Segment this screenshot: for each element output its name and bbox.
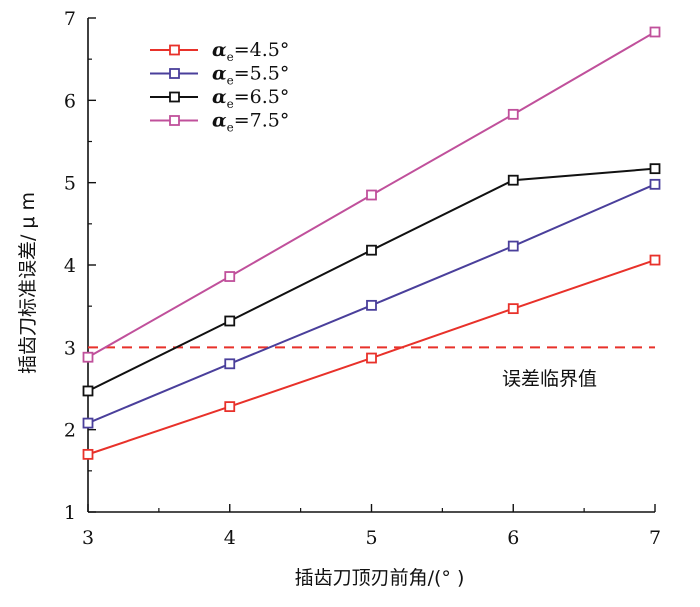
data-point <box>507 303 519 315</box>
legend-marker <box>169 91 180 103</box>
axes: 1 2 3 4 5 6 7 3 4 5 6 7 <box>64 8 661 549</box>
legend-marker <box>169 115 180 126</box>
data-point <box>649 178 661 190</box>
data-point <box>507 174 519 186</box>
series-group <box>82 26 661 460</box>
y-tick-label: 3 <box>64 337 76 359</box>
y-axis-title: 插齿刀标准误差/ μ m <box>17 192 39 374</box>
legend-marker <box>169 68 180 79</box>
x-tick-label: 7 <box>649 527 661 549</box>
y-tick-label: 1 <box>64 502 76 524</box>
legend-label: αe=4.5° <box>212 39 289 64</box>
x-tick-label: 5 <box>365 527 377 549</box>
legend-label: αe=6.5° <box>212 86 289 111</box>
legend: αe=4.5°αe=5.5°αe=6.5°αe=7.5° <box>150 39 289 135</box>
data-point <box>224 271 236 282</box>
y-tick-label: 4 <box>64 255 76 277</box>
y-tick-label: 6 <box>64 90 76 112</box>
legend-label: αe=5.5° <box>212 63 289 88</box>
legend-marker <box>169 44 180 56</box>
x-axis-title: 插齿刀顶刃前角/(° ) <box>295 567 465 589</box>
data-point <box>82 417 94 429</box>
data-point <box>649 163 661 175</box>
data-point <box>507 108 519 120</box>
data-point <box>82 385 94 397</box>
data-point <box>366 189 377 201</box>
data-point <box>82 448 94 460</box>
y-tick-label: 7 <box>64 8 76 30</box>
y-tick-label: 5 <box>64 173 76 195</box>
x-tick-label: 4 <box>224 527 236 549</box>
data-point <box>224 358 236 370</box>
data-point <box>224 401 236 413</box>
data-point <box>82 351 94 363</box>
data-point <box>366 244 377 256</box>
data-point <box>649 26 661 38</box>
legend-label: αe=7.5° <box>212 110 289 135</box>
data-point <box>366 352 377 364</box>
x-tick-label: 6 <box>507 527 519 549</box>
data-point <box>649 254 661 266</box>
data-point <box>366 299 377 311</box>
data-point <box>507 240 519 252</box>
y-tick-label: 2 <box>64 420 76 442</box>
x-tick-label: 3 <box>82 527 94 549</box>
threshold-label: 误差临界值 <box>502 368 597 390</box>
data-point <box>224 315 236 327</box>
